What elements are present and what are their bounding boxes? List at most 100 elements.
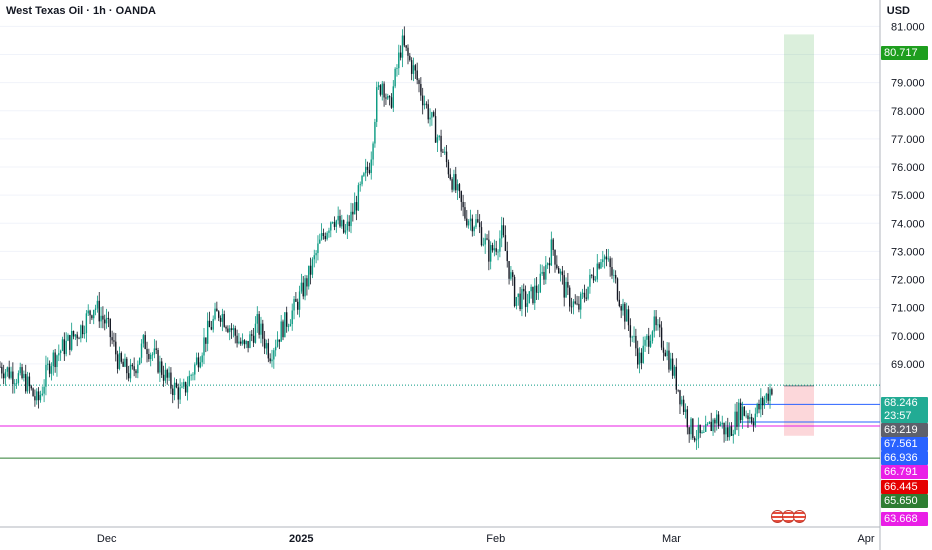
candle-body	[749, 417, 751, 420]
candle-body	[285, 312, 288, 327]
price-tag: 68.246 23:57	[881, 397, 928, 423]
candle-body	[282, 321, 284, 338]
candle-body	[510, 272, 512, 279]
candle-body	[59, 350, 62, 354]
candle-body	[624, 303, 626, 322]
candle-body	[234, 328, 236, 336]
candle-body	[545, 264, 547, 280]
candle-body	[179, 387, 181, 400]
candle-body	[280, 321, 282, 342]
candle-body	[752, 422, 755, 426]
candle-body	[122, 361, 124, 367]
candle-body	[423, 103, 426, 106]
candle-body	[208, 320, 211, 328]
us-flag-icon[interactable]	[793, 510, 806, 523]
candle-body	[0, 366, 1, 368]
candle-body	[554, 249, 556, 265]
stop-zone	[784, 385, 814, 436]
y-tick-label: 81.000	[891, 21, 925, 33]
candle-body	[317, 243, 319, 254]
candle-body	[278, 339, 281, 342]
candle-body	[186, 386, 189, 393]
candle-body	[12, 371, 14, 385]
candle-body	[216, 308, 218, 312]
candle-body	[111, 337, 113, 341]
candle-body	[324, 236, 326, 240]
candle-body	[741, 406, 744, 421]
candle-body	[460, 191, 462, 202]
candle-body	[580, 293, 582, 310]
candle-body	[243, 340, 246, 345]
candle-body	[48, 363, 51, 374]
candle-body	[148, 354, 150, 360]
candle-body	[640, 352, 643, 363]
candle-body	[534, 285, 536, 304]
candle-body	[760, 397, 762, 410]
candle-body	[87, 310, 89, 314]
candle-body	[260, 323, 262, 335]
candle-body	[767, 393, 769, 401]
candle-body	[350, 211, 352, 227]
candle-body	[515, 297, 518, 307]
candle-body	[671, 358, 674, 376]
candle-body	[473, 227, 475, 232]
candle-body	[387, 95, 389, 99]
candle-body	[341, 220, 343, 227]
candle-body	[392, 86, 394, 108]
candle-body	[201, 355, 203, 363]
candle-body	[466, 218, 468, 226]
candle-body	[662, 347, 665, 353]
candle-body	[703, 431, 705, 433]
candle-body	[747, 415, 749, 420]
candle-body	[727, 427, 729, 438]
candle-body	[750, 417, 753, 423]
candle-body	[399, 52, 402, 58]
candle-body	[47, 363, 49, 365]
candle-body	[771, 389, 773, 395]
candle-body	[501, 225, 503, 239]
candle-body	[637, 348, 639, 365]
candle-body	[2, 373, 5, 379]
candle-body	[611, 267, 613, 276]
candle-body	[17, 373, 20, 383]
candle-body	[8, 367, 10, 378]
candle-body	[425, 103, 428, 105]
candle-body	[532, 286, 534, 304]
candle-body	[302, 282, 304, 297]
candle-body	[241, 340, 244, 344]
candle-body	[256, 314, 258, 324]
candle-body	[469, 218, 472, 222]
candle-body	[96, 300, 99, 309]
candle-body	[570, 306, 573, 308]
candle-body	[565, 281, 567, 298]
candle-body	[190, 375, 192, 376]
candle-body	[181, 386, 183, 388]
y-tick-label: 73.000	[891, 246, 925, 258]
candle-body	[716, 414, 718, 424]
candle-body	[758, 403, 760, 410]
candle-body	[591, 274, 593, 276]
candle-body	[583, 292, 586, 298]
candle-body	[763, 399, 766, 406]
candle-body	[170, 372, 172, 389]
candle-body	[523, 288, 525, 292]
candle-body	[427, 104, 429, 120]
candle-body	[396, 68, 398, 69]
price-tag: 80.717	[881, 46, 928, 60]
candle-body	[6, 367, 9, 372]
candle-body	[484, 238, 486, 245]
candle-body	[550, 239, 553, 266]
candle-body	[543, 271, 545, 280]
candle-body	[298, 291, 301, 310]
candle-body	[274, 346, 277, 351]
candle-body	[714, 419, 716, 424]
candle-body	[30, 386, 32, 389]
candle-body	[451, 179, 453, 190]
candle-body	[728, 426, 731, 438]
candle-body	[506, 250, 508, 262]
candle-body	[512, 272, 514, 277]
candle-body	[587, 286, 589, 299]
candle-body	[675, 366, 678, 390]
candle-body	[633, 335, 635, 337]
